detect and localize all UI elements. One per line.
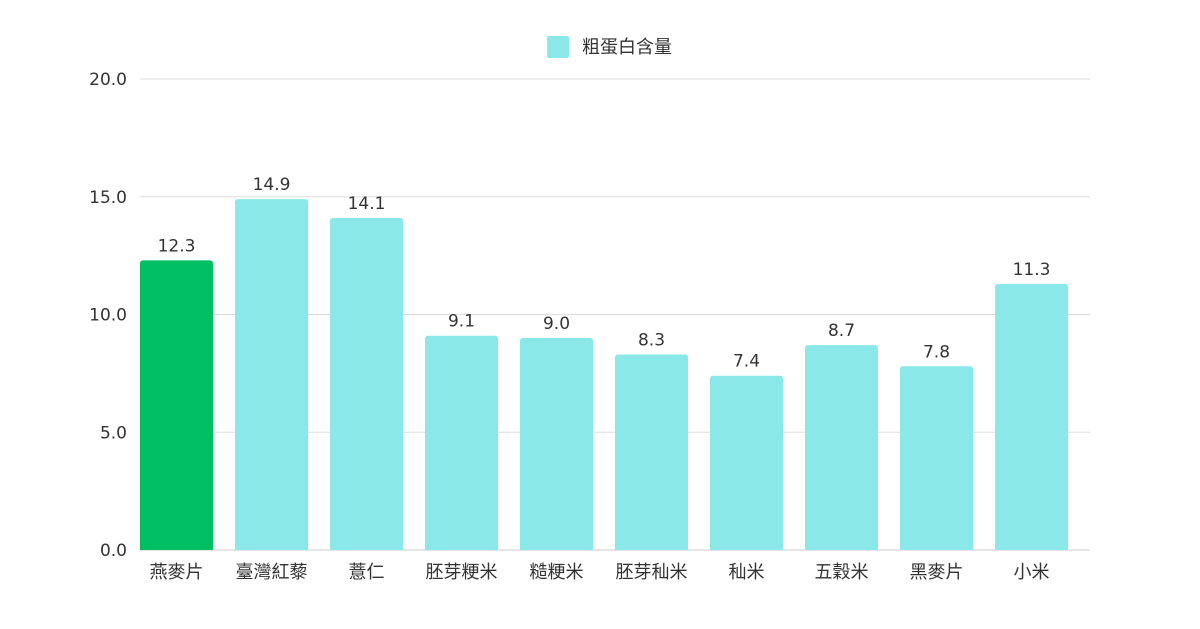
x-tick-label: 胚芽粳米	[426, 562, 498, 583]
data-label: 11.3	[1013, 260, 1051, 280]
y-tick-label: 10.0	[89, 306, 127, 326]
bar	[330, 217, 403, 550]
legend-swatch	[547, 36, 569, 58]
bar	[235, 199, 308, 551]
x-tick-label: 五穀米	[815, 562, 869, 583]
x-tick-label: 臺灣紅藜	[236, 562, 308, 583]
y-axis-ticks: 0.0 5.0 10.0 15.0 20.0	[89, 70, 127, 561]
x-tick-label: 黑麥片	[910, 562, 964, 583]
data-label: 8.3	[638, 331, 665, 351]
value-labels: 12.3 14.9 14.1 9.1 9.0 8.3 7.4 8.7 7.8 11.3	[158, 175, 1051, 372]
x-tick-label: 糙粳米	[530, 562, 584, 583]
data-label: 9.0	[543, 314, 570, 334]
x-tick-label: 小米	[1014, 562, 1050, 583]
x-tick-label: 薏仁	[349, 562, 385, 583]
y-tick-label: 15.0	[89, 188, 127, 208]
x-tick-label: 秈米	[729, 562, 765, 583]
data-label: 7.4	[733, 352, 760, 372]
x-tick-label: 燕麥片	[150, 562, 204, 583]
data-label: 7.8	[923, 342, 950, 362]
data-label: 12.3	[158, 236, 196, 256]
bars	[140, 199, 1068, 551]
bar	[425, 335, 498, 550]
bar	[140, 260, 213, 550]
data-label: 14.1	[348, 194, 386, 214]
bar	[520, 338, 593, 550]
data-label: 9.1	[448, 312, 475, 332]
y-tick-label: 0.0	[100, 541, 127, 561]
bar	[710, 375, 783, 550]
y-tick-label: 5.0	[100, 423, 127, 443]
bar	[900, 366, 973, 550]
x-axis-labels: 燕麥片 臺灣紅藜 薏仁 胚芽粳米 糙粳米 胚芽秈米 秈米 五穀米 黑麥片 小米	[150, 562, 1050, 583]
y-tick-label: 20.0	[89, 70, 127, 90]
data-label: 14.9	[253, 175, 291, 195]
bar	[615, 354, 688, 550]
legend: 粗蛋白含量	[547, 36, 672, 58]
x-tick-label: 胚芽秈米	[616, 562, 688, 583]
bar	[805, 345, 878, 550]
bar	[995, 283, 1068, 550]
legend-label: 粗蛋白含量	[582, 37, 672, 58]
data-label: 8.7	[828, 321, 855, 341]
